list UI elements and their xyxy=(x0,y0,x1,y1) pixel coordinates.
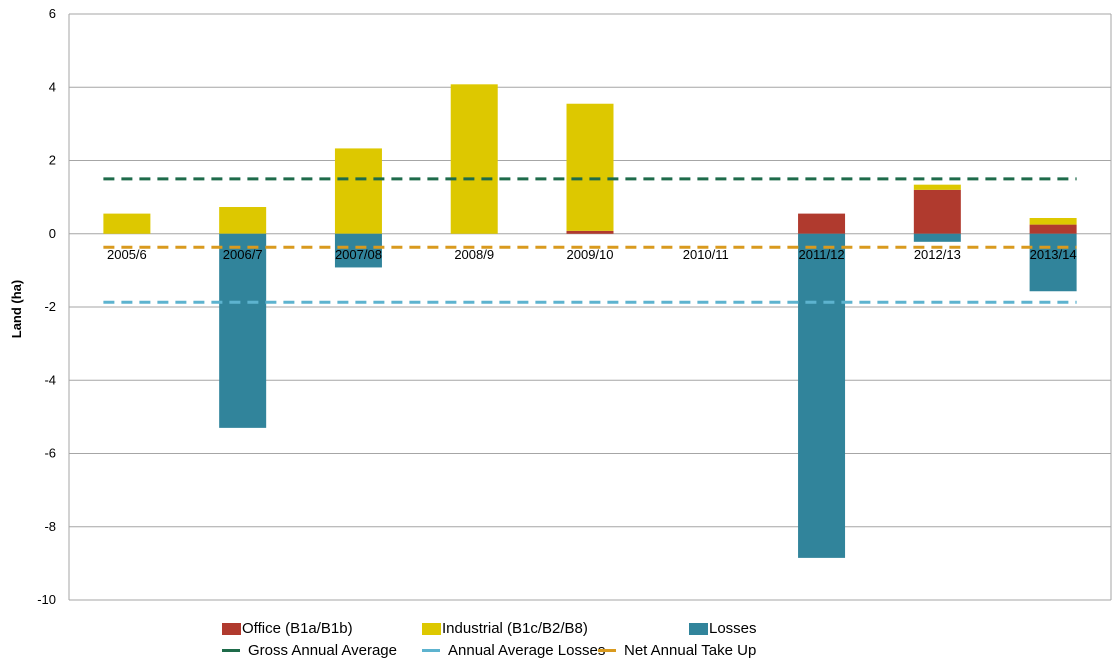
y-tick-label: -10 xyxy=(37,592,56,607)
bar-losses-2006-7 xyxy=(219,234,266,428)
y-tick-label: -8 xyxy=(44,519,56,534)
legend-item-average-losses: Annual Average Losses xyxy=(422,642,605,659)
legend-swatch-gross-average xyxy=(222,649,240,652)
y-tick-labels: 6 4 2 0 -2 -4 -6 -8 -10 xyxy=(37,6,56,607)
bar-industrial-2005-6 xyxy=(103,214,150,234)
bar-office-2011-12 xyxy=(798,214,845,234)
y-tick-label: -4 xyxy=(44,372,56,387)
x-tick-label: 2009/10 xyxy=(567,247,614,262)
x-tick-label: 2006/7 xyxy=(223,247,263,262)
y-tick-label: 4 xyxy=(49,79,56,94)
y-tick-label: 0 xyxy=(49,226,56,241)
legend-item-gross-average: Gross Annual Average xyxy=(222,642,397,659)
bar-office-2012-13 xyxy=(914,190,961,234)
x-tick-label: 2012/13 xyxy=(914,247,961,262)
legend-item-losses: Losses xyxy=(689,620,757,637)
x-tick-label: 2010/11 xyxy=(683,247,729,262)
legend-swatch-average-losses xyxy=(422,649,440,652)
bar-industrial-2007-08 xyxy=(335,148,382,233)
x-tick-label: 2007/08 xyxy=(335,247,382,262)
bars xyxy=(103,84,1076,558)
legend-swatch-losses xyxy=(689,623,708,635)
legend-label-gross-average: Gross Annual Average xyxy=(248,642,397,659)
legend-label-losses: Losses xyxy=(709,620,757,637)
x-tick-labels: 2005/6 2006/7 2007/08 2008/9 2009/10 2010/11 2… xyxy=(107,247,1077,262)
legend-label-net-take-up: Net Annual Take Up xyxy=(624,642,756,659)
y-axis-label: Land (ha) xyxy=(9,280,24,339)
bar-office-2009-10 xyxy=(567,231,614,234)
x-tick-label: 2013/14 xyxy=(1030,247,1077,262)
y-tick-label: -6 xyxy=(44,446,56,461)
x-tick-label: 2005/6 xyxy=(107,247,147,262)
legend-item-net-take-up: Net Annual Take Up xyxy=(598,642,756,659)
x-tick-label: 2011/12 xyxy=(799,247,845,262)
legend-label-office: Office (B1a/B1b) xyxy=(242,620,353,637)
bar-industrial-2009-10 xyxy=(567,104,614,231)
bar-industrial-2008-9 xyxy=(451,84,498,233)
bar-losses-2012-13 xyxy=(914,234,961,242)
legend-swatch-office xyxy=(222,623,241,635)
legend-label-average-losses: Annual Average Losses xyxy=(448,642,605,659)
bar-losses-2013-14 xyxy=(1030,234,1077,292)
legend-swatch-net-take-up xyxy=(598,649,616,652)
y-tick-label: 6 xyxy=(49,6,56,21)
legend: Office (B1a/B1b) Industrial (B1c/B2/B8) … xyxy=(222,620,942,664)
bar-office-2013-14 xyxy=(1030,225,1077,234)
legend-swatch-industrial xyxy=(422,623,441,635)
bar-industrial-2006-7 xyxy=(219,207,266,234)
legend-item-office: Office (B1a/B1b) xyxy=(222,620,353,637)
x-tick-label: 2008/9 xyxy=(454,247,494,262)
bar-industrial-2012-13 xyxy=(914,185,961,190)
legend-item-industrial: Industrial (B1c/B2/B8) xyxy=(422,620,588,637)
bar-industrial-2013-14 xyxy=(1030,218,1077,225)
y-tick-label: -2 xyxy=(44,299,56,314)
y-tick-label: 2 xyxy=(49,153,56,168)
bar-losses-2011-12 xyxy=(798,234,845,558)
legend-label-industrial: Industrial (B1c/B2/B8) xyxy=(442,620,588,637)
